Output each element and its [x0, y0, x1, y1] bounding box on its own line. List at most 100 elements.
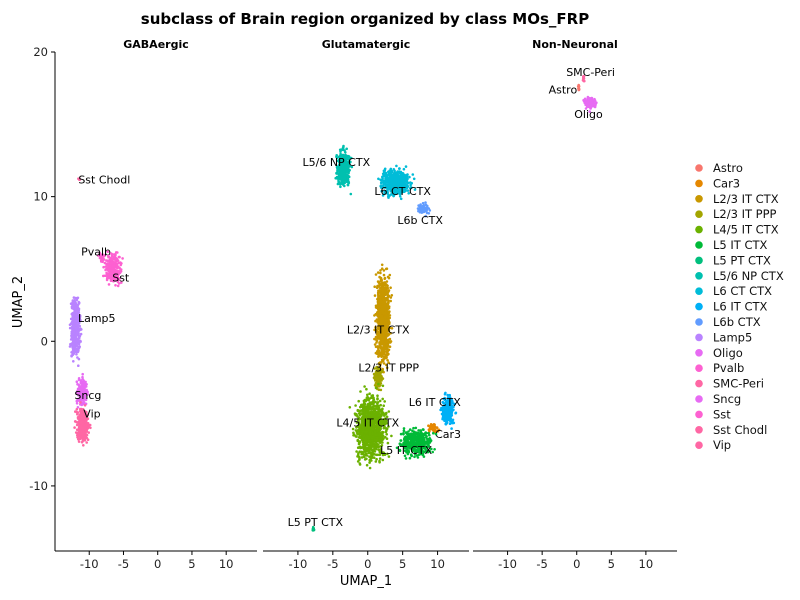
point [363, 385, 366, 388]
point [108, 269, 111, 273]
cluster-label-l2-3-it-ctx: L2/3 IT CTX [347, 324, 410, 337]
point [387, 306, 391, 310]
point [103, 274, 107, 278]
x-tick-label: -10 [80, 557, 99, 571]
point [76, 434, 80, 438]
point [368, 466, 372, 470]
point [73, 321, 76, 325]
point [378, 311, 382, 315]
point [335, 171, 338, 175]
point [98, 251, 101, 255]
point [72, 315, 75, 319]
point [374, 326, 377, 329]
point [413, 188, 417, 191]
point [382, 304, 386, 308]
point [377, 298, 380, 301]
point [83, 395, 86, 399]
point [382, 269, 386, 272]
point [385, 433, 389, 436]
point [72, 313, 76, 316]
point [73, 426, 76, 429]
point [361, 440, 365, 444]
point [116, 284, 120, 288]
point [117, 255, 121, 259]
point [76, 296, 80, 300]
chart-title: subclass of Brain region organized by cl… [141, 10, 589, 28]
point [376, 394, 379, 398]
point [334, 176, 338, 180]
point [71, 347, 75, 351]
point [115, 276, 119, 279]
point [375, 329, 379, 332]
point [381, 286, 385, 290]
point [383, 281, 387, 284]
point [75, 342, 78, 345]
point [113, 271, 117, 274]
cluster-pvalb [96, 251, 106, 264]
point [358, 410, 362, 413]
point [388, 322, 391, 326]
point [383, 400, 387, 403]
point [344, 156, 348, 160]
point [375, 318, 379, 321]
point [384, 290, 387, 294]
point [393, 175, 396, 179]
point [76, 411, 80, 414]
point [112, 267, 115, 271]
point [374, 460, 378, 463]
x-tick-label: 5 [399, 557, 406, 571]
point [412, 426, 415, 430]
point [385, 320, 389, 324]
point [76, 406, 80, 409]
point [371, 435, 375, 438]
point [376, 438, 379, 441]
point [76, 303, 80, 307]
cluster-label-pvalb: Pvalb [81, 246, 111, 259]
point [86, 422, 90, 425]
point [378, 324, 381, 328]
point [116, 251, 119, 254]
point [74, 316, 78, 320]
point [378, 457, 382, 460]
point [365, 406, 369, 410]
cluster-label-sst-chodl: Sst Chodl [78, 173, 130, 186]
point [74, 349, 77, 352]
point [363, 402, 367, 406]
point [442, 414, 446, 418]
point [70, 351, 73, 354]
point [389, 340, 393, 343]
point [107, 255, 110, 258]
point [114, 284, 117, 287]
point [368, 458, 372, 462]
point [379, 353, 383, 356]
point [427, 428, 431, 432]
point [356, 453, 360, 457]
point [404, 165, 408, 168]
point [71, 304, 75, 308]
point [72, 325, 76, 328]
point [368, 447, 371, 450]
point [374, 379, 377, 382]
cluster-label-l4-5-it-ctx: L4/5 IT CTX [336, 416, 399, 429]
point [380, 189, 384, 193]
point [341, 161, 345, 164]
point [367, 437, 371, 440]
point [385, 429, 388, 432]
point [79, 403, 82, 406]
point [345, 180, 349, 183]
point [107, 276, 111, 279]
point [399, 181, 403, 185]
point [356, 439, 360, 443]
cluster-label-l6-ct-ctx: L6 CT CTX [374, 185, 431, 198]
point [365, 430, 368, 433]
point [388, 187, 392, 191]
point [111, 274, 115, 278]
point [80, 418, 83, 422]
point [375, 404, 379, 408]
point [78, 414, 82, 418]
point [364, 436, 368, 439]
point [361, 430, 364, 433]
point [382, 404, 386, 408]
point [374, 306, 378, 309]
point [414, 426, 418, 430]
